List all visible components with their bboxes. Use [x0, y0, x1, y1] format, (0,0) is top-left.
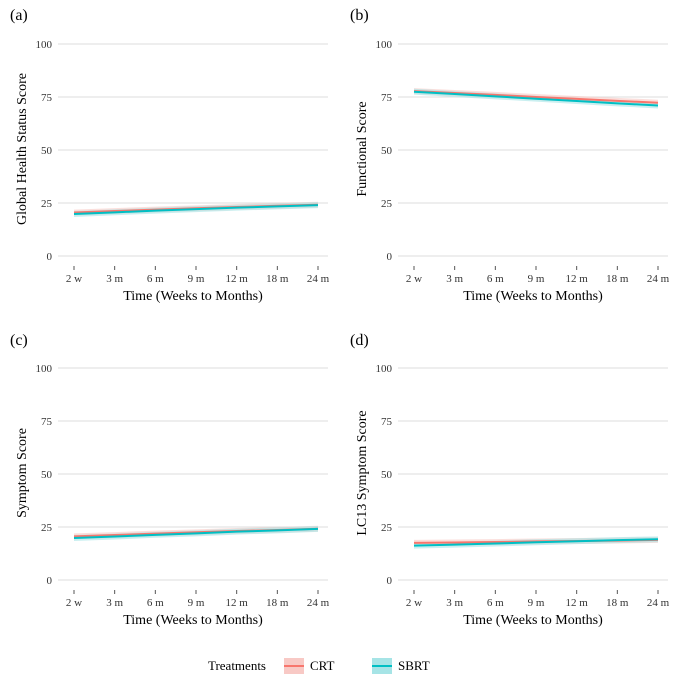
y-axis-title: Global Health Status Score [15, 73, 30, 225]
legend-item-sbrt: SBRT [372, 658, 430, 674]
x-tick-label: 18 m [266, 273, 289, 285]
panels: (a) 0 25 50 75 100 2 w 3 m 6 m 9 m 12 m 18 m 24 m Tim… [10, 7, 670, 628]
x-tick-label: 12 m [226, 273, 249, 285]
panel-label: (c) [10, 332, 28, 349]
panel-1: (a) 0 25 50 75 100 2 w 3 m 6 m 9 m 12 m 18 m 24 m Tim… [10, 7, 330, 304]
y-tick-label: 100 [376, 363, 393, 375]
y-tick-label: 50 [381, 145, 393, 157]
x-tick-label: 24 m [307, 597, 330, 609]
y-tick-label: 0 [387, 575, 393, 587]
series-line-sbrt [73, 204, 319, 216]
series-line-sbrt [413, 538, 659, 547]
x-tick-label: 18 m [266, 597, 289, 609]
x-axis-title: Time (Weeks to Months) [123, 613, 263, 628]
y-tick-label: 0 [47, 575, 53, 587]
x-tick-label: 24 m [307, 273, 330, 285]
x-tick-label: 6 m [487, 273, 504, 285]
x-tick-label: 3 m [446, 597, 463, 609]
y-tick-label: 50 [41, 469, 53, 481]
panel-4: (d) 0 25 50 75 100 2 w 3 m 6 m 9 m 12 m 18 m 24 m Tim… [350, 332, 670, 628]
x-tick-label: 9 m [188, 597, 205, 609]
x-tick-label: 2 w [406, 273, 422, 285]
x-tick-label: 6 m [147, 273, 164, 285]
x-tick-label: 12 m [226, 597, 249, 609]
series-line-crt [413, 90, 659, 104]
y-tick-label: 50 [381, 469, 393, 481]
x-tick-label: 12 m [566, 273, 589, 285]
y-tick-label: 25 [381, 522, 393, 534]
x-axis-title: Time (Weeks to Months) [123, 289, 263, 304]
x-tick-label: 2 w [66, 597, 82, 609]
panel-label: (b) [350, 7, 369, 24]
x-axis-title: Time (Weeks to Months) [463, 289, 603, 304]
y-tick-label: 100 [376, 39, 393, 51]
y-tick-label: 75 [381, 92, 393, 104]
legend-label: CRT [310, 658, 335, 673]
y-tick-label: 0 [387, 251, 393, 263]
x-tick-label: 18 m [606, 597, 629, 609]
y-tick-label: 100 [36, 363, 53, 375]
x-tick-label: 9 m [188, 273, 205, 285]
y-axis-title: Symptom Score [15, 428, 30, 518]
legend-item-crt: CRT [284, 658, 335, 674]
panel-label: (d) [350, 332, 369, 349]
x-tick-label: 6 m [147, 597, 164, 609]
y-axis-title: LC13 Symptom Score [355, 410, 370, 535]
legend-title: Treatments [208, 658, 266, 673]
y-tick-label: 75 [41, 92, 53, 104]
x-tick-label: 3 m [446, 273, 463, 285]
y-tick-label: 75 [381, 416, 393, 428]
legend: Treatments CRT SBRT [208, 658, 430, 674]
x-tick-label: 2 w [66, 273, 82, 285]
legend-label: SBRT [398, 658, 430, 673]
y-tick-label: 50 [41, 145, 53, 157]
x-tick-label: 6 m [487, 597, 504, 609]
x-tick-label: 24 m [647, 597, 670, 609]
y-tick-label: 75 [41, 416, 53, 428]
x-tick-label: 9 m [528, 273, 545, 285]
panel-3: (c) 0 25 50 75 100 2 w 3 m 6 m 9 m 12 m 18 m 24 m Tim… [10, 332, 330, 628]
y-tick-label: 25 [41, 198, 53, 210]
x-tick-label: 2 w [406, 597, 422, 609]
x-tick-label: 12 m [566, 597, 589, 609]
panel-2: (b) 0 25 50 75 100 2 w 3 m 6 m 9 m 12 m 18 m 24 m Tim… [350, 7, 670, 304]
x-axis-title: Time (Weeks to Months) [463, 613, 603, 628]
y-tick-label: 0 [47, 251, 53, 263]
x-tick-label: 3 m [106, 597, 123, 609]
panel-label: (a) [10, 7, 28, 24]
y-axis-title: Functional Score [355, 101, 370, 196]
x-tick-label: 18 m [606, 273, 629, 285]
series-line-sbrt [413, 90, 659, 107]
y-tick-label: 25 [41, 522, 53, 534]
x-tick-label: 3 m [106, 273, 123, 285]
x-tick-label: 24 m [647, 273, 670, 285]
y-tick-label: 25 [381, 198, 393, 210]
x-tick-label: 9 m [528, 597, 545, 609]
y-tick-label: 100 [36, 39, 53, 51]
series-line-sbrt [73, 527, 319, 540]
